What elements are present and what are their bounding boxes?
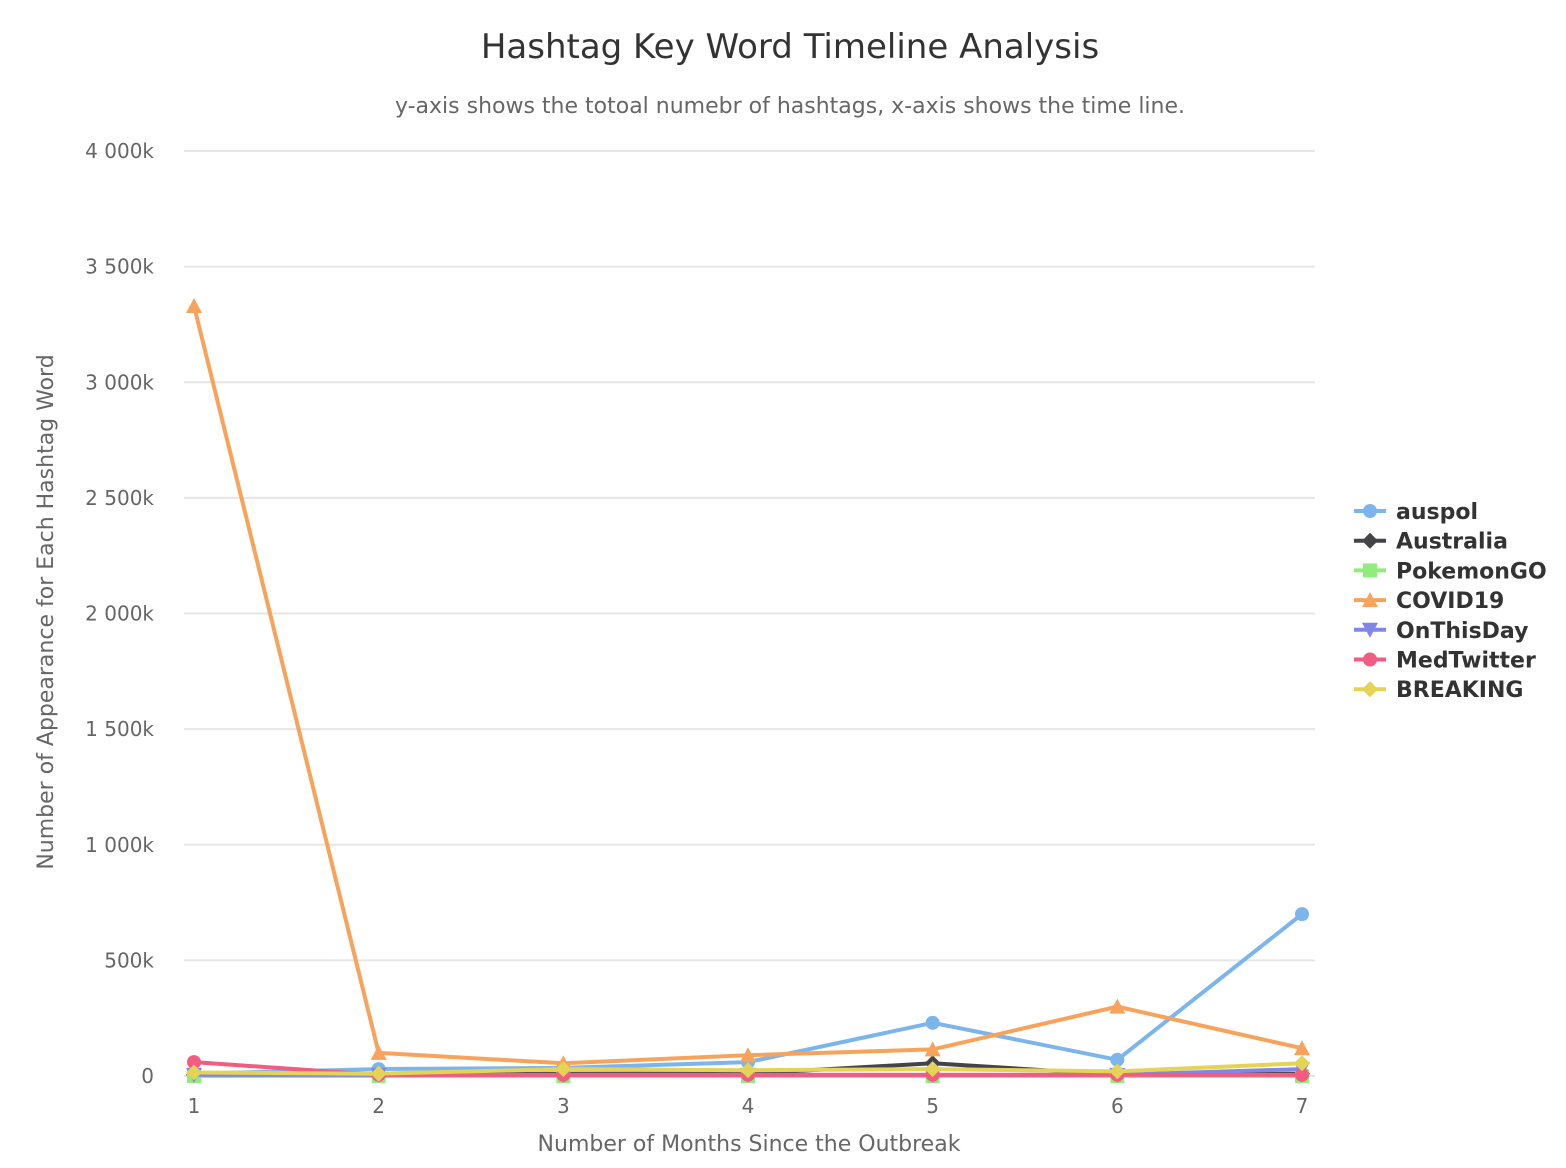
x-tick-label: 1: [188, 1094, 201, 1118]
series-lines: [186, 297, 1310, 1083]
x-tick-label: 7: [1296, 1094, 1309, 1118]
legend-symbol: [1362, 532, 1378, 549]
y-tick-label: 3 000k: [85, 370, 154, 394]
legend-symbol: [1362, 681, 1378, 698]
y-tick-label: 2 500k: [85, 486, 154, 510]
breaking-point: [186, 1064, 202, 1081]
covid19-line: [192, 305, 1303, 1066]
legend-label: auspol: [1396, 500, 1478, 525]
legend-item-pokemongo[interactable]: PokemonGO: [1354, 559, 1547, 584]
chart-subtitle: y-axis shows the totoal numebr of hashta…: [395, 94, 1185, 119]
gridlines: [184, 150, 1315, 1077]
legend-symbol: [1363, 563, 1377, 578]
legend-label: BREAKING: [1396, 678, 1523, 703]
breaking-point: [555, 1061, 572, 1078]
covid19-point: [186, 297, 202, 313]
x-axis-title: Number of Months Since the Outbreak: [538, 1132, 961, 1157]
breaking-point: [1109, 1063, 1126, 1080]
series-breaking: [186, 1055, 1310, 1082]
legend-label: COVID19: [1396, 589, 1504, 614]
x-tick-label: 6: [1111, 1094, 1124, 1118]
legend-item-auspol[interactable]: auspol: [1354, 500, 1478, 525]
x-tick-label: 5: [926, 1094, 939, 1118]
y-tick-label: 500k: [104, 948, 154, 972]
y-axis-ticks: 0 500k 1 000k 1 500k 2 000k 2 500k 3 000k 3 500…: [85, 139, 154, 1088]
auspol-point: [925, 1015, 940, 1030]
chart-title: Hashtag Key Word Timeline Analysis: [481, 27, 1099, 67]
covid19-point: [370, 1044, 387, 1060]
breaking-point: [370, 1065, 387, 1082]
medtwitter-point: [1295, 1067, 1309, 1082]
x-tick-label: 2: [372, 1094, 385, 1118]
legend-label: OnThisDay: [1396, 619, 1528, 644]
legend-item-medtwitter[interactable]: MedTwitter: [1354, 649, 1536, 674]
y-tick-label: 0: [141, 1064, 154, 1088]
series-covid19: [186, 297, 1310, 1071]
legend-label: Australia: [1396, 530, 1508, 555]
y-tick-label: 2 000k: [85, 602, 154, 626]
legend-item-breaking[interactable]: BREAKING: [1354, 678, 1523, 703]
legend-item-onthisday[interactable]: OnThisDay: [1354, 619, 1528, 644]
legend-symbol: [1363, 652, 1377, 667]
y-tick-label: 3 500k: [85, 255, 154, 279]
legend-symbol: [1362, 592, 1378, 608]
auspol-point: [1295, 907, 1309, 922]
x-tick-label: 3: [557, 1094, 570, 1118]
y-tick-label: 4 000k: [85, 139, 154, 163]
legend-symbol: [1362, 622, 1378, 638]
legend: auspol Australia PokemonGO COVID19 OnThisDay…: [1354, 500, 1547, 703]
legend-label: MedTwitter: [1396, 649, 1536, 674]
y-tick-label: 1 000k: [85, 833, 154, 857]
medtwitter-point: [187, 1055, 201, 1070]
legend-item-covid19[interactable]: COVID19: [1354, 589, 1504, 614]
covid19-point: [1294, 1040, 1310, 1056]
x-tick-label: 4: [742, 1094, 755, 1118]
legend-symbol: [1363, 504, 1377, 518]
y-axis-title: Number of Appearance for Each Hashtag Wo…: [34, 354, 59, 869]
x-axis-ticks: 1 2 3 4 5 6 7: [188, 1094, 1309, 1118]
breaking-point: [1294, 1055, 1310, 1072]
covid19-point: [740, 1047, 756, 1063]
covid19-point: [1109, 998, 1126, 1014]
auspol-point: [1110, 1052, 1125, 1067]
legend-label: PokemonGO: [1396, 559, 1547, 584]
breaking-point: [740, 1062, 756, 1079]
covid19-point: [924, 1041, 941, 1057]
y-tick-label: 1 500k: [85, 717, 154, 741]
breaking-point: [924, 1061, 941, 1078]
legend-item-australia[interactable]: Australia: [1354, 530, 1508, 555]
